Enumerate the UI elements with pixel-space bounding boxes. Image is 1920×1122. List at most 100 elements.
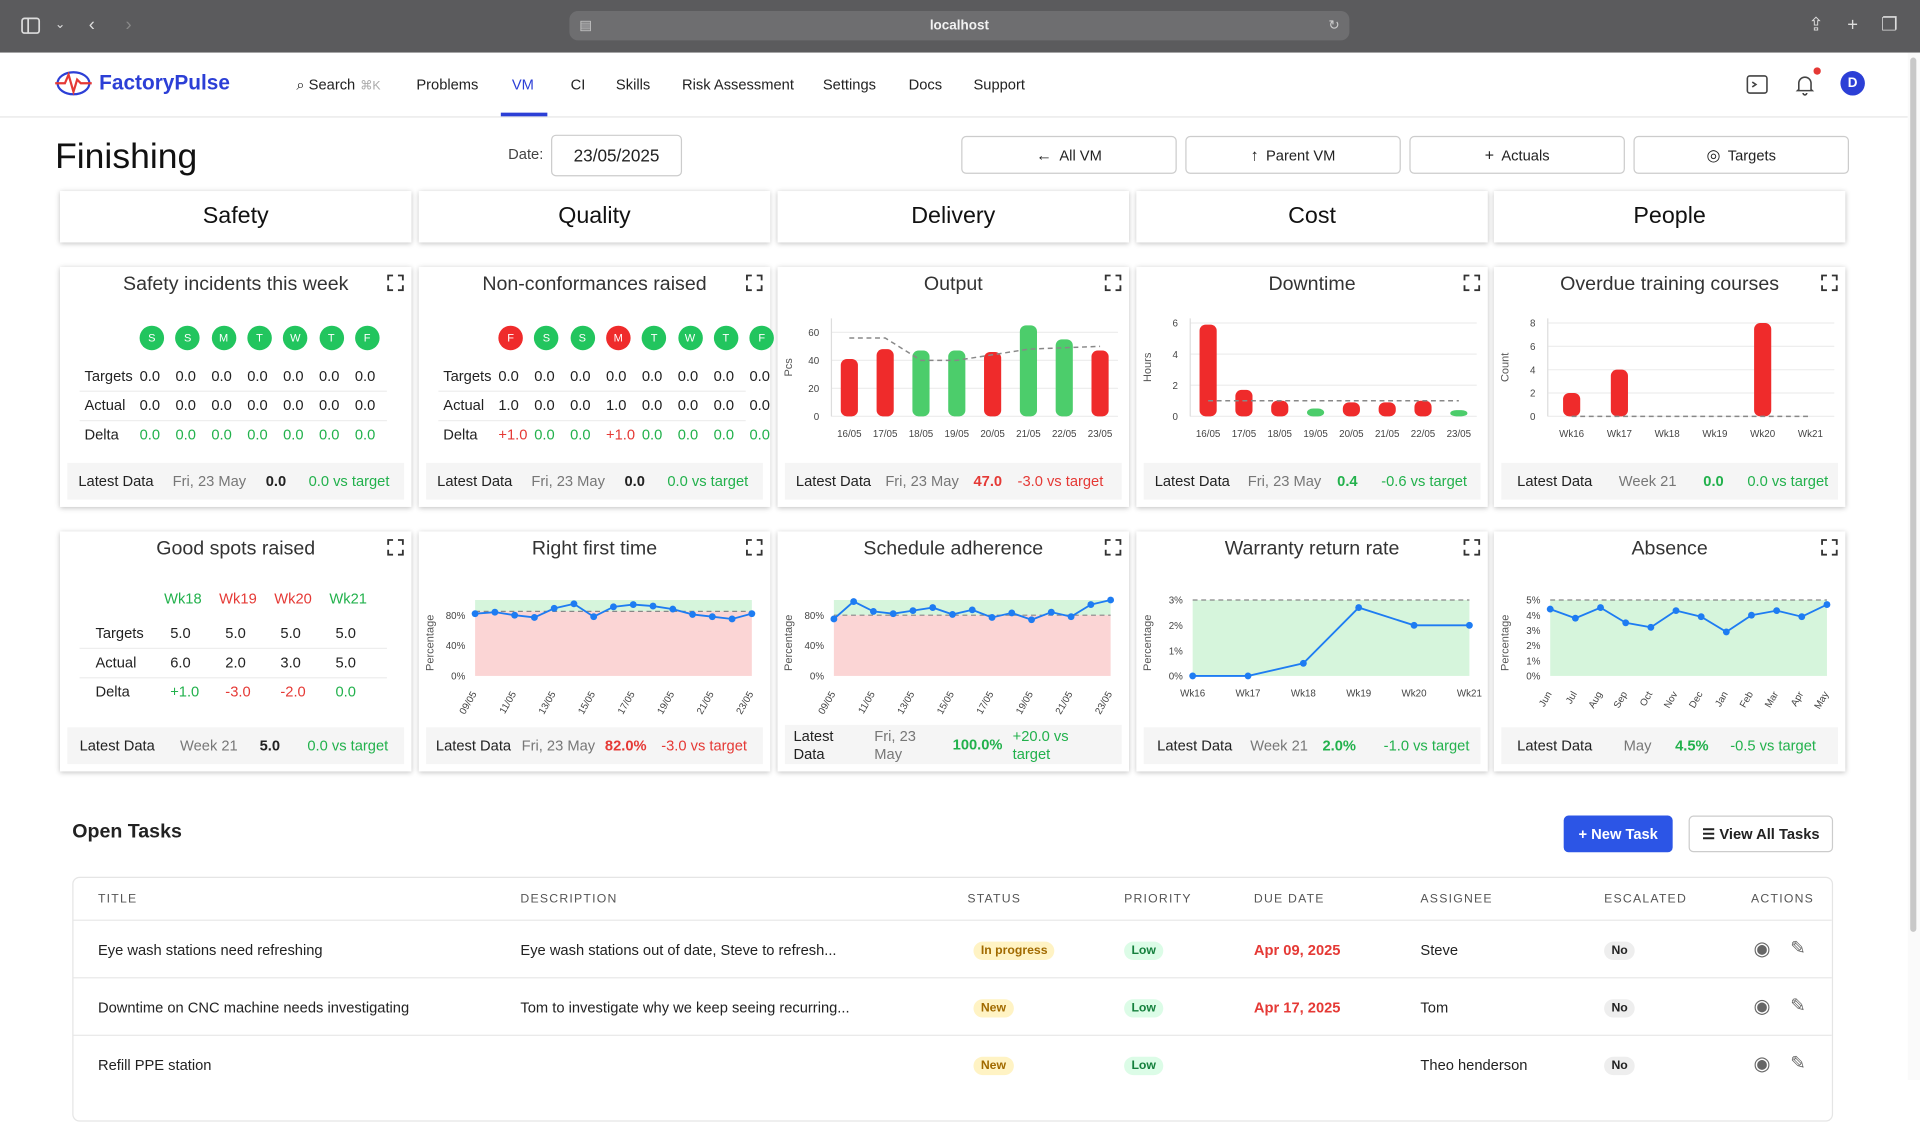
day-status-dot: M (211, 325, 236, 351)
nav-settings[interactable]: Settings (822, 75, 876, 94)
expand-icon[interactable] (746, 274, 763, 292)
edit-icon[interactable]: ✎ (1790, 995, 1806, 1017)
card-footer: Latest Data Fri, 23 May 100.0% +20.0 vs … (784, 724, 1122, 765)
data-point (610, 603, 617, 611)
col-priority: PRIORITY (1124, 892, 1192, 907)
app-name: FactoryPulse (99, 71, 230, 95)
nav-problems[interactable]: Problems (416, 75, 479, 94)
expand-icon[interactable] (1821, 539, 1838, 556)
logo[interactable]: FactoryPulse (55, 70, 230, 97)
expand-icon[interactable] (1463, 539, 1481, 556)
x-tick-label: 17/05 (975, 689, 997, 716)
category-safety[interactable]: Safety (60, 191, 412, 243)
nav-support[interactable]: Support (973, 75, 1025, 94)
scrollbar-thumb[interactable] (1910, 57, 1917, 932)
data-point (949, 611, 956, 618)
row-value: 0.0 (641, 367, 663, 385)
scrollbar[interactable] (1907, 52, 1920, 1081)
avatar[interactable]: D (1840, 71, 1865, 96)
forward-icon[interactable]: › (125, 14, 132, 36)
row-value: +1.0 (170, 683, 200, 701)
footer-date: Fri, 23 May (172, 472, 247, 490)
data-point (590, 613, 598, 621)
card-footer: Latest Data Week 21 5.0 0.0 vs target (67, 727, 405, 765)
y-tick-label: 40 (808, 356, 819, 367)
chevron-down-icon[interactable]: ⌄ (54, 18, 66, 32)
expand-icon[interactable] (1463, 274, 1481, 292)
y-tick-label: 6 (1530, 342, 1536, 353)
rft-chart: Percentage 0% 40% 80% 09/05 11/05 13/05 15/05 17… (424, 600, 757, 717)
category-people[interactable]: People (1493, 191, 1846, 243)
edit-icon[interactable]: ✎ (1790, 937, 1806, 959)
targets-button[interactable]: ◎ Targets (1633, 135, 1849, 174)
row-value: 0.0 (354, 426, 376, 444)
data-point (629, 601, 637, 608)
bell-icon[interactable] (1793, 72, 1817, 96)
new-task-button[interactable]: + New Task (1563, 815, 1673, 853)
day-status-dot: T (641, 325, 667, 351)
footer-value: 0.0 (624, 472, 645, 490)
view-icon[interactable]: ◉ (1753, 1054, 1771, 1076)
y-tick-label: 40% (805, 641, 825, 652)
day-status-dot: S (139, 325, 165, 351)
x-tick-label: 19/05 (945, 429, 970, 440)
footer-vs-target: 0.0 vs target (307, 737, 389, 755)
bar (840, 358, 858, 417)
nav-ci[interactable]: CI (570, 75, 586, 94)
browser-toolbar: ⌄ ‹ › ▤ localhost ↻ ⇪ + ❐ (0, 0, 1920, 53)
table-row[interactable]: Downtime on CNC machine needs investigat… (73, 977, 1832, 1035)
y-tick-label: 3% (1526, 626, 1540, 637)
card-title: Good spots raised (156, 538, 316, 560)
page-settings-icon[interactable]: ▤ (579, 18, 592, 34)
expand-icon[interactable] (1821, 274, 1838, 292)
back-icon[interactable]: ‹ (88, 14, 95, 36)
all-vm-button[interactable]: ← All VM (961, 135, 1177, 174)
view-icon[interactable]: ◉ (1753, 939, 1771, 961)
nav-search[interactable]: ⌕ Search ⌘K (296, 76, 380, 94)
table-row[interactable]: Eye wash stations need refreshing Eye was… (73, 919, 1832, 978)
card-good-spots: Good spots raised Latest Data Week 21 5.… (60, 531, 412, 772)
expand-icon[interactable] (1104, 274, 1122, 292)
target-zone-bad (475, 611, 752, 676)
x-tick-label: 15/05 (935, 689, 957, 716)
nav-risk-assessment[interactable]: Risk Assessment (682, 75, 794, 94)
footer-vs-target: 0.0 vs target (308, 472, 390, 490)
category-delivery[interactable]: Delivery (777, 191, 1129, 243)
series-line (1549, 603, 1828, 633)
footer-date: Week 21 (1618, 472, 1677, 490)
footer-value: 0.4 (1337, 472, 1358, 490)
nav-skills[interactable]: Skills (615, 75, 651, 94)
actuals-button[interactable]: + Actuals (1409, 135, 1625, 174)
share-icon[interactable]: ⇪ (1808, 14, 1824, 36)
edit-icon[interactable]: ✎ (1790, 1053, 1806, 1074)
card-title: Warranty return rate (1224, 538, 1400, 560)
terminal-icon[interactable] (1745, 72, 1769, 96)
data-point (570, 600, 578, 608)
y-axis-label: Percentage (1500, 615, 1512, 671)
date-input[interactable]: 23/05/2025 (551, 134, 683, 177)
col-status: STATUS (967, 892, 1022, 907)
footer-label: Latest Data (793, 727, 834, 763)
expand-icon[interactable] (1104, 539, 1122, 556)
nav-docs[interactable]: Docs (908, 75, 943, 94)
category-quality[interactable]: Quality (418, 191, 771, 243)
view-all-tasks-button[interactable]: ☰ View All Tasks (1688, 815, 1834, 853)
new-tab-icon[interactable]: + (1847, 14, 1859, 36)
expand-icon[interactable] (746, 539, 763, 556)
card-title: Right first time (531, 538, 658, 560)
expand-icon[interactable] (387, 274, 404, 292)
data-point (1067, 613, 1075, 621)
url-bar[interactable]: ▤ localhost ↻ (569, 11, 1350, 41)
category-cost[interactable]: Cost (1136, 191, 1488, 243)
view-icon[interactable]: ◉ (1753, 996, 1771, 1018)
nav-vm[interactable]: VM (511, 75, 534, 94)
parent-vm-button[interactable]: ↑ Parent VM (1185, 135, 1401, 174)
row-value: 0.0 (498, 367, 519, 385)
table-row[interactable]: Refill PPE station New Low Theo henderson No… (73, 1034, 1832, 1093)
escalated-badge: No (1604, 941, 1636, 961)
expand-icon[interactable] (387, 539, 404, 556)
sidebar-toggle-icon[interactable] (20, 15, 42, 37)
escalated-badge: No (1604, 999, 1636, 1018)
reload-icon[interactable]: ↻ (1328, 18, 1340, 34)
tabs-overview-icon[interactable]: ❐ (1881, 14, 1898, 36)
